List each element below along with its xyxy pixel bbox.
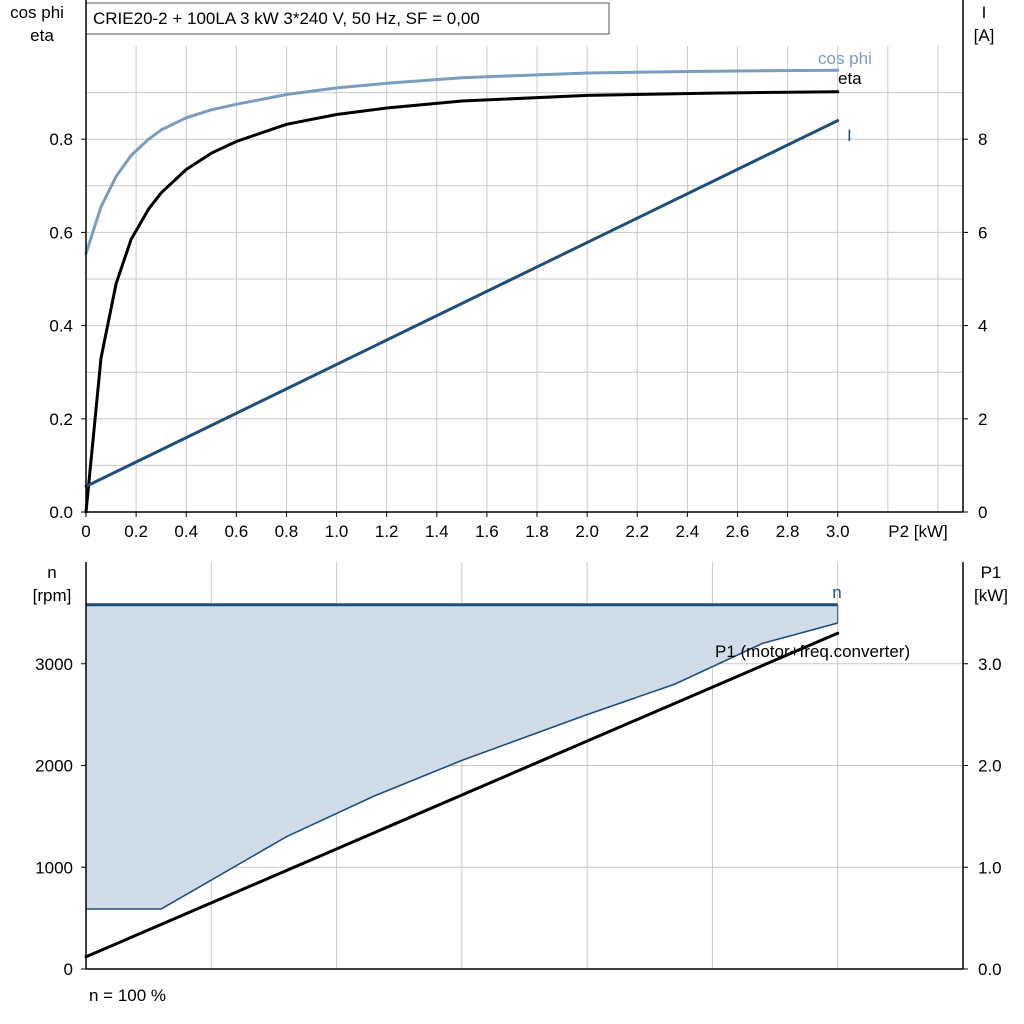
top-series-layer <box>84 68 840 514</box>
bottom-y-right-tick-label: 3.0 <box>978 655 1002 674</box>
y-left-tick-label: 0.2 <box>49 410 73 429</box>
top-grid <box>86 46 963 512</box>
series-label-cos-phi: cos phi <box>818 49 872 68</box>
series-label-n: n <box>832 583 841 602</box>
x-tick-label: 0.2 <box>124 522 148 541</box>
operating-area-fill <box>86 604 838 909</box>
bottom-y-left-tick-label: 2000 <box>35 757 73 776</box>
series-label-i: I <box>847 126 852 145</box>
y-left-tick-label: 0.0 <box>49 503 73 522</box>
y-right-tick-label: 6 <box>978 223 987 242</box>
x-tick-label: 2.8 <box>776 522 800 541</box>
bottom-y-left-tick-label: 1000 <box>35 858 73 877</box>
y-label-right-unit: [A] <box>974 26 995 45</box>
x-tick-label: 2.0 <box>575 522 599 541</box>
y-right-tick-label: 8 <box>978 130 987 149</box>
bottom-tick-labels: 0 1000 2000 3000 0.0 1.0 2.0 3.0 <box>35 655 1001 979</box>
series-line-cos-phi <box>84 68 840 255</box>
top-tick-labels: 0 0.2 0.4 0.6 0.8 1.0 1.2 1.4 1.6 1.8 2.0 2.2 2.4 2.6… <box>49 130 987 541</box>
bottom-y-left-tick-label: 0 <box>64 960 73 979</box>
series-label-eta: eta <box>838 69 862 88</box>
x-tick-label: 0 <box>81 522 90 541</box>
x-tick-label: 1.6 <box>475 522 499 541</box>
y-left-tick-label: 0.8 <box>49 130 73 149</box>
x-axis-label: P2 [kW] <box>888 522 948 541</box>
x-tick-label: 0.6 <box>225 522 249 541</box>
y-right-tick-label: 2 <box>978 410 987 429</box>
bottom-y-left-tick-label: 3000 <box>35 655 73 674</box>
x-tick-label: 2.4 <box>676 522 700 541</box>
y-left-tick-label: 0.6 <box>49 223 73 242</box>
x-tick-label: 0.8 <box>275 522 299 541</box>
chart-title: CRIE20-2 + 100LA 3 kW 3*240 V, 50 Hz, SF… <box>93 9 480 28</box>
bottom-y-right-tick-label: 0.0 <box>978 960 1002 979</box>
x-tick-label: 0.4 <box>174 522 198 541</box>
y-left-tick-label: 0.4 <box>49 317 73 336</box>
x-tick-label: 2.2 <box>625 522 649 541</box>
chart-title-box <box>85 2 610 35</box>
x-tick-label: 1.4 <box>425 522 449 541</box>
y-right-tick-label: 4 <box>978 317 987 336</box>
series-line-i <box>84 119 840 488</box>
y-label-n: n <box>47 563 56 582</box>
operating-area-boundary <box>86 622 838 910</box>
y-label-cos-phi: cos phi <box>10 3 64 22</box>
x-tick-label: 2.6 <box>726 522 750 541</box>
y-label-p1: P1 <box>981 563 1002 582</box>
x-tick-label: 1.8 <box>525 522 549 541</box>
series-label-p1: P1 (motor+freq.converter) <box>715 642 910 661</box>
series-line-p1 <box>84 631 840 959</box>
y-label-eta: eta <box>30 26 54 45</box>
y-label-kw: [kW] <box>974 586 1008 605</box>
top-chart-panel: CRIE20-2 + 100LA 3 kW 3*240 V, 50 Hz, SF… <box>10 0 994 541</box>
bottom-y-right-tick-label: 2.0 <box>978 757 1002 776</box>
x-tick-label: 1.0 <box>325 522 349 541</box>
x-tick-label: 1.2 <box>375 522 399 541</box>
bottom-chart-panel: 0 1000 2000 3000 0.0 1.0 2.0 3.0 n [rpm] P1 [kW… <box>33 562 1008 1005</box>
y-label-right-i: I <box>982 3 987 22</box>
speed-footer: n = 100 % <box>89 986 166 1005</box>
bottom-series-layer <box>84 603 840 959</box>
series-line-eta <box>84 90 840 514</box>
x-tick-label: 3.0 <box>826 522 850 541</box>
bottom-y-right-tick-label: 1.0 <box>978 858 1002 877</box>
y-right-tick-label: 0 <box>978 503 987 522</box>
y-label-rpm: [rpm] <box>33 586 72 605</box>
